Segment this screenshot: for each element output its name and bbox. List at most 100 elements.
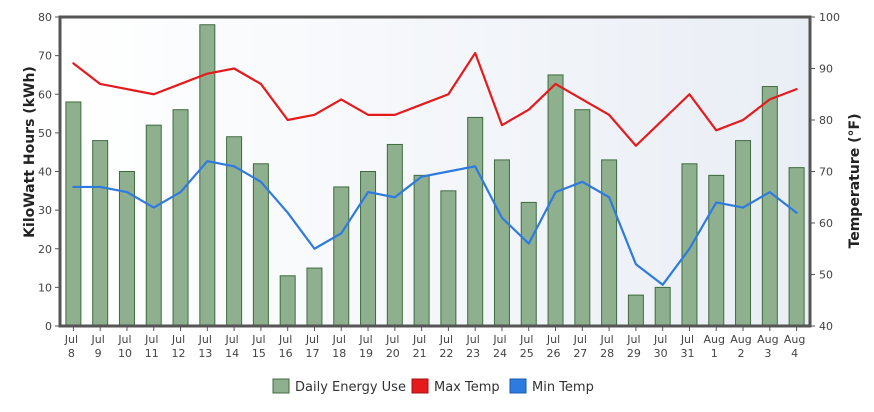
- x-tick-label-day: 21: [413, 347, 427, 360]
- x-tick-label-month: Aug: [704, 333, 725, 346]
- x-tick-label-month: Jul: [64, 333, 78, 346]
- x-tick-label-day: 8: [68, 347, 75, 360]
- x-tick-label-month: Jul: [385, 333, 399, 346]
- bar-25: [708, 174, 725, 327]
- x-tick-label-month: Jul: [653, 333, 667, 346]
- x-tick-label-month: Aug: [757, 333, 778, 346]
- x-tick-label-month: Jul: [144, 333, 158, 346]
- y2-axis-title: Temperature (°F): [847, 114, 863, 249]
- bar-4: [145, 124, 162, 327]
- x-tick-label-day: 28: [600, 347, 614, 360]
- bar-28: [788, 167, 805, 327]
- x-tick-label-day: 11: [145, 347, 159, 360]
- x-tick-label-month: Jul: [251, 333, 265, 346]
- legend-energy-swatch: [272, 378, 290, 394]
- x-tick-label-month: Jul: [680, 333, 694, 346]
- x-tick-label-day: 17: [305, 347, 319, 360]
- bar-22: [627, 294, 644, 327]
- right-tick-label: 80: [819, 114, 833, 127]
- left-tick-label: 0: [45, 320, 52, 333]
- x-tick-label-day: 2: [738, 347, 745, 360]
- bar-13: [386, 143, 403, 327]
- bar-11: [333, 186, 350, 327]
- right-tick-label: 70: [819, 166, 833, 179]
- bar-24: [681, 163, 698, 327]
- x-tick-label-day: 3: [764, 347, 771, 360]
- x-tick-label-month: Jul: [626, 333, 640, 346]
- legend: Daily Energy Use Max Temp Min Temp: [272, 378, 594, 395]
- x-tick-label-day: 24: [493, 347, 507, 360]
- left-tick-label: 80: [38, 11, 52, 24]
- x-tick-label-day: 26: [547, 347, 561, 360]
- x-tick-label-month: Jul: [91, 333, 105, 346]
- x-tick-label-day: 13: [198, 347, 212, 360]
- bar-5: [172, 109, 189, 327]
- right-tick-label: 100: [819, 11, 840, 24]
- bar-9: [279, 275, 296, 327]
- bar-2: [92, 140, 109, 327]
- left-tick-label: 30: [38, 204, 52, 217]
- x-tick-label-month: Aug: [784, 333, 805, 346]
- legend-max-temp-swatch: [411, 378, 429, 394]
- x-tick-label-day: 16: [279, 347, 293, 360]
- bar-21: [601, 159, 618, 327]
- x-tick-label-day: 30: [654, 347, 668, 360]
- min-temp-line: [72, 160, 798, 286]
- right-axis: 40 50 60 70 80 90 100: [810, 11, 840, 333]
- legend-max-temp-label: Max Temp: [434, 380, 500, 395]
- bar-1: [65, 101, 82, 327]
- x-tick-label-month: Jul: [573, 333, 587, 346]
- x-tick-label-day: 27: [573, 347, 587, 360]
- plot-background: [60, 17, 810, 326]
- x-tick-label-day: 20: [386, 347, 400, 360]
- max-temp-line: [72, 51, 798, 147]
- x-tick-label-day: 29: [627, 347, 641, 360]
- bar-10: [306, 267, 323, 327]
- x-tick-label-day: 1: [711, 347, 718, 360]
- bar-15: [440, 190, 457, 327]
- x-tick-label-day: 22: [439, 347, 453, 360]
- x-tick-label-month: Jul: [171, 333, 185, 346]
- lines-layer: [72, 51, 798, 286]
- legend-energy-label: Daily Energy Use: [295, 380, 406, 395]
- bar-12: [360, 171, 377, 327]
- x-tick-label-day: 15: [252, 347, 266, 360]
- x-tick-label-day: 31: [680, 347, 694, 360]
- x-tick-label-day: 12: [172, 347, 186, 360]
- bar-23: [654, 286, 671, 327]
- x-tick-label-month: Jul: [439, 333, 453, 346]
- left-tick-label: 60: [38, 88, 52, 101]
- x-axis: Jul8Jul9Jul10Jul11Jul12Jul13Jul14Jul15Ju…: [64, 326, 805, 360]
- legend-min-temp-label: Min Temp: [532, 380, 594, 395]
- x-tick-label-month: Jul: [198, 333, 212, 346]
- x-tick-label-month: Jul: [332, 333, 346, 346]
- x-tick-label-month: Jul: [599, 333, 613, 346]
- bar-20: [574, 109, 591, 327]
- right-tick-label: 40: [819, 320, 833, 333]
- bars-layer: [65, 24, 805, 327]
- bar-17: [493, 159, 510, 327]
- x-tick-label-day: 23: [466, 347, 480, 360]
- x-tick-label-month: Aug: [730, 333, 751, 346]
- right-tick-label: 60: [819, 217, 833, 230]
- x-tick-label-day: 4: [791, 347, 798, 360]
- left-tick-label: 10: [38, 281, 52, 294]
- x-tick-label-month: Jul: [466, 333, 480, 346]
- left-tick-label: 20: [38, 243, 52, 256]
- bar-14: [413, 174, 430, 327]
- x-tick-label-day: 10: [118, 347, 132, 360]
- right-tick-label: 90: [819, 63, 833, 76]
- left-tick-label: 40: [38, 166, 52, 179]
- x-tick-label-day: 25: [520, 347, 534, 360]
- bar-6: [199, 24, 216, 327]
- bar-16: [467, 116, 484, 327]
- bar-26: [735, 140, 752, 327]
- x-tick-label-day: 9: [95, 347, 102, 360]
- left-axis: 0 10 20 30 40 50 60 70 80: [38, 11, 60, 333]
- x-tick-label-month: Jul: [117, 333, 131, 346]
- x-tick-label-month: Jul: [278, 333, 292, 346]
- x-tick-label-month: Jul: [412, 333, 426, 346]
- x-tick-label-month: Jul: [305, 333, 319, 346]
- x-tick-label-day: 14: [225, 347, 239, 360]
